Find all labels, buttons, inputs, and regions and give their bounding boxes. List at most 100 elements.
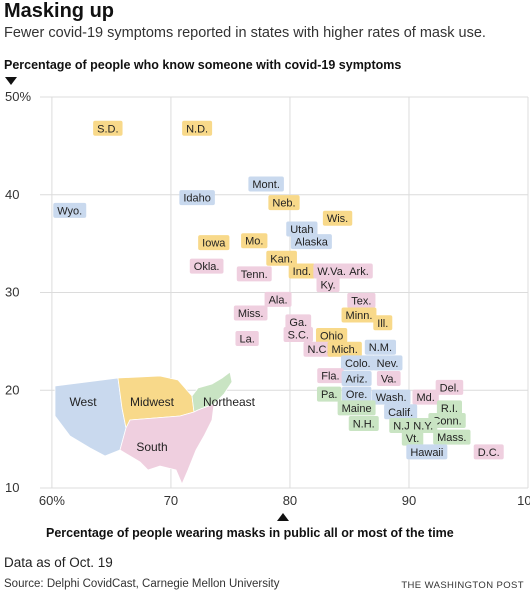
state-point: Minn. (341, 307, 377, 323)
state-label: Ill. (377, 318, 388, 330)
state-point: S.C. (283, 327, 313, 343)
state-marker (473, 444, 504, 460)
x-tick-label: 70 (164, 493, 178, 508)
map-label-midwest: Midwest (130, 395, 175, 409)
state-label: Conn. (432, 416, 461, 428)
state-marker (409, 417, 438, 433)
state-label: Del. (440, 382, 460, 394)
y-tick-label: 20 (5, 382, 19, 397)
state-label: Mont. (252, 179, 280, 191)
state-marker (233, 305, 268, 321)
state-label: Miss. (238, 308, 264, 320)
state-point: Vt. (401, 430, 424, 446)
state-point: Ill. (373, 315, 393, 331)
state-label: Wis. (327, 213, 348, 225)
state-label: Kan. (270, 253, 293, 265)
state-marker (303, 341, 334, 357)
state-point: R.I. (436, 400, 463, 416)
state-label: Ind. (293, 266, 311, 278)
state-point: Kan. (266, 250, 297, 266)
state-label: Md. (416, 392, 434, 404)
state-label: Fla. (321, 371, 339, 383)
state-point: Mass. (433, 429, 471, 445)
state-label: La. (239, 333, 254, 345)
state-point: Nev. (372, 355, 403, 371)
publisher-credit: THE WASHINGTON POST (401, 580, 524, 591)
state-marker (371, 389, 411, 405)
state-label: Va. (381, 374, 397, 386)
state-point: N.D. (182, 120, 213, 136)
state-marker (93, 120, 123, 136)
state-marker (373, 315, 393, 331)
state-label: N.Y. (413, 420, 433, 432)
map-label-south: South (136, 440, 167, 454)
state-label: Ore. (346, 389, 367, 401)
state-label: Calif. (388, 407, 413, 419)
state-label: D.C. (478, 447, 500, 459)
state-point: Ore. (341, 386, 372, 402)
state-point: Maine (337, 400, 376, 416)
state-point: Conn. (428, 413, 466, 429)
x-axis-label: Percentage of people wearing masks in pu… (46, 526, 454, 540)
x-tick-label: 80 (283, 493, 297, 508)
state-label: Tenn. (241, 269, 268, 281)
state-label: Ariz. (346, 374, 368, 386)
state-marker (53, 202, 87, 218)
state-label: N.D. (186, 123, 208, 135)
state-marker (315, 328, 348, 344)
state-marker (288, 263, 316, 279)
state-label: W.Va. (317, 266, 346, 278)
x-tick-label: 90 (402, 493, 416, 508)
state-point: Wis. (322, 210, 353, 226)
state-point: Fla. (317, 368, 344, 384)
state-point: Ark. (345, 263, 373, 279)
state-marker (433, 429, 471, 445)
state-point: Mont. (248, 176, 284, 192)
state-marker (313, 263, 350, 279)
state-marker (264, 291, 292, 307)
state-label: Maine (342, 403, 372, 415)
state-marker (337, 400, 376, 416)
state-point: N.C. (303, 341, 334, 357)
x-tick-label: 60% (39, 493, 65, 508)
state-label: Ohio (320, 331, 343, 343)
state-marker (235, 330, 259, 346)
state-label: N.M. (369, 342, 392, 354)
state-label: Okla. (194, 261, 220, 273)
state-marker (241, 233, 268, 249)
state-point: N.M. (364, 339, 397, 355)
state-label: Ky. (320, 280, 335, 292)
state-point: Ky. (316, 277, 340, 293)
state-marker (341, 371, 372, 387)
state-label: N.J. (393, 420, 413, 432)
state-marker (248, 176, 284, 192)
state-point: W.Va. (313, 263, 350, 279)
map-label-northeast: Northeast (203, 395, 256, 409)
state-marker (347, 292, 376, 308)
state-marker (179, 190, 215, 206)
state-label: S.D. (97, 123, 118, 135)
state-label: Hawaii (410, 447, 443, 459)
y-tick-label: 30 (5, 285, 19, 300)
state-label: Vt. (406, 433, 419, 445)
state-marker (340, 355, 375, 371)
state-label: S.C. (288, 330, 309, 342)
state-marker (384, 404, 418, 420)
state-marker (341, 307, 377, 323)
state-label: Pa. (321, 389, 338, 401)
chart-title: Masking up (4, 0, 115, 22)
state-point: Iowa (198, 235, 230, 251)
state-point: D.C. (473, 444, 504, 460)
state-point: N.Y. (409, 417, 438, 433)
state-label: Mich. (332, 344, 358, 356)
state-point: Wyo. (53, 202, 87, 218)
state-marker (285, 314, 312, 330)
state-marker (376, 371, 401, 387)
state-point: Ala. (264, 291, 292, 307)
state-marker (345, 263, 373, 279)
state-label: Wash. (376, 392, 407, 404)
y-axis-label: Percentage of people who know someone wi… (4, 58, 402, 72)
x-tick-label: 100 (517, 493, 530, 508)
state-marker (266, 250, 297, 266)
state-marker (286, 221, 318, 237)
